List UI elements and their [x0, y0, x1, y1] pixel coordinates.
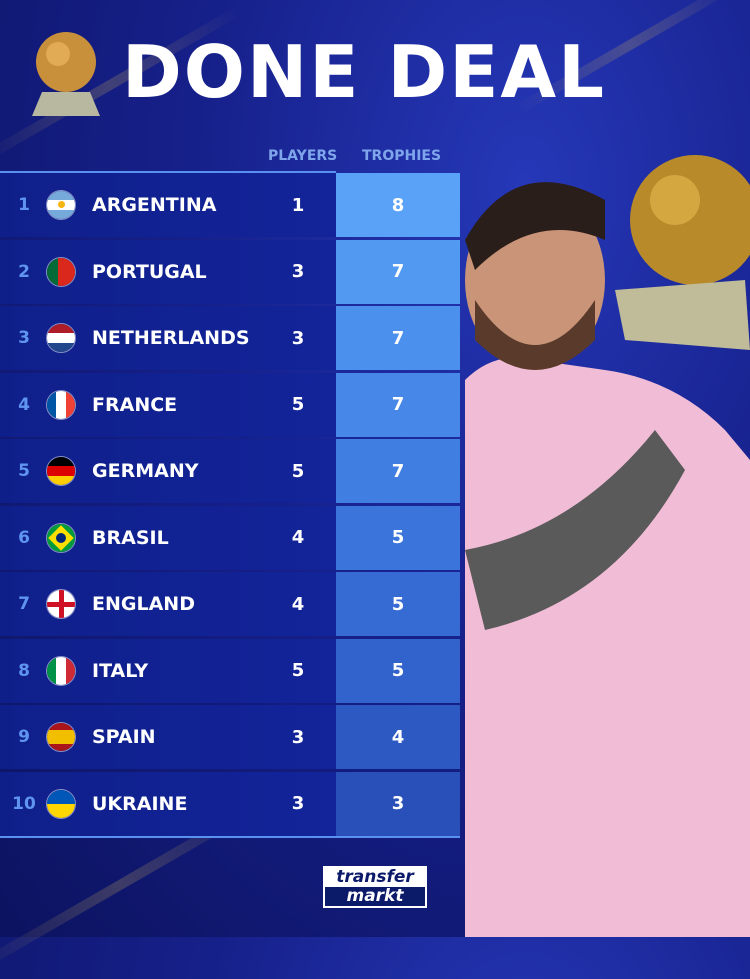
- ballon-dor-trophy-icon: [32, 32, 100, 116]
- rank: 8: [18, 660, 30, 681]
- brazil-flag-icon: [46, 522, 76, 553]
- table-row: 9 SPAIN 3 4: [0, 705, 460, 769]
- england-flag-icon: [46, 589, 76, 619]
- players-count: 4: [291, 593, 305, 615]
- table-top-border: [0, 171, 336, 173]
- trophies-count: 4: [336, 705, 460, 769]
- portugal-flag-icon: [46, 256, 76, 287]
- argentina-flag-icon: [46, 190, 76, 220]
- trophies-count: 5: [336, 572, 460, 636]
- country-name: ENGLAND: [92, 593, 195, 615]
- table-row: 2 PORTUGAL 3 7: [0, 239, 460, 304]
- rank: 10: [12, 793, 36, 814]
- country-name: BRASIL: [92, 526, 169, 549]
- table-row: 5 GERMANY 5 7: [0, 439, 460, 503]
- rank: 5: [18, 461, 30, 481]
- rank: 3: [18, 328, 30, 348]
- netherlands-flag-icon: [46, 323, 76, 353]
- trophies-count: 8: [336, 173, 460, 237]
- country-name: ITALY: [92, 659, 149, 682]
- rank: 7: [18, 594, 30, 614]
- table-row: 6 BRASIL 4 5: [0, 505, 460, 570]
- logo-line-2: markt: [325, 887, 425, 906]
- logo-line-1: transfer: [325, 868, 425, 887]
- trophies-count: 5: [336, 638, 460, 703]
- players-count: 3: [291, 793, 305, 814]
- country-name: NETHERLANDS: [92, 327, 250, 349]
- rank: 9: [18, 727, 30, 747]
- players-count: 5: [291, 660, 305, 681]
- trophies-count: 7: [336, 372, 460, 437]
- france-flag-icon: [46, 389, 76, 420]
- table-row: 7 ENGLAND 4 5: [0, 572, 460, 636]
- italy-flag-icon: [46, 655, 76, 686]
- players-count: 5: [291, 394, 305, 415]
- table-row: 8 ITALY 5 5: [0, 638, 460, 703]
- trophies-count: 7: [336, 306, 460, 370]
- table-row: 4 FRANCE 5 7: [0, 372, 460, 437]
- trophies-header: TROPHIES: [362, 148, 442, 164]
- table-row: 1 ARGENTINA 1 8: [0, 173, 460, 237]
- table-row: 10 UKRAINE 3 3: [0, 771, 460, 836]
- players-header: PLAYERS: [268, 148, 338, 164]
- table-row: 3 NETHERLANDS 3 7: [0, 306, 460, 370]
- page-title: DONE DEAL: [122, 30, 607, 114]
- players-count: 3: [291, 261, 305, 282]
- country-name: ARGENTINA: [92, 194, 217, 216]
- trophies-count: 7: [336, 239, 460, 304]
- rank: 2: [18, 261, 30, 282]
- rank: 4: [18, 394, 30, 415]
- country-name: PORTUGAL: [92, 260, 207, 283]
- player-photo: [465, 155, 750, 937]
- transfermarkt-logo: transfer markt: [323, 866, 427, 908]
- trophies-count: 5: [336, 505, 460, 570]
- ukraine-flag-icon: [46, 788, 76, 819]
- germany-flag-icon: [46, 456, 76, 486]
- spain-flag-icon: [46, 722, 76, 752]
- players-count: 1: [291, 194, 305, 216]
- country-name: FRANCE: [92, 393, 178, 416]
- table-bottom-border: [0, 836, 460, 838]
- country-name: GERMANY: [92, 460, 199, 482]
- players-count: 4: [291, 527, 305, 548]
- trophies-count: 7: [336, 439, 460, 503]
- players-count: 5: [291, 460, 305, 482]
- trophies-count: 3: [336, 771, 460, 836]
- rank: 1: [18, 195, 30, 215]
- country-name: SPAIN: [92, 726, 156, 748]
- rank: 6: [18, 527, 30, 548]
- country-name: UKRAINE: [92, 792, 188, 815]
- players-count: 3: [291, 726, 305, 748]
- players-count: 3: [291, 327, 305, 349]
